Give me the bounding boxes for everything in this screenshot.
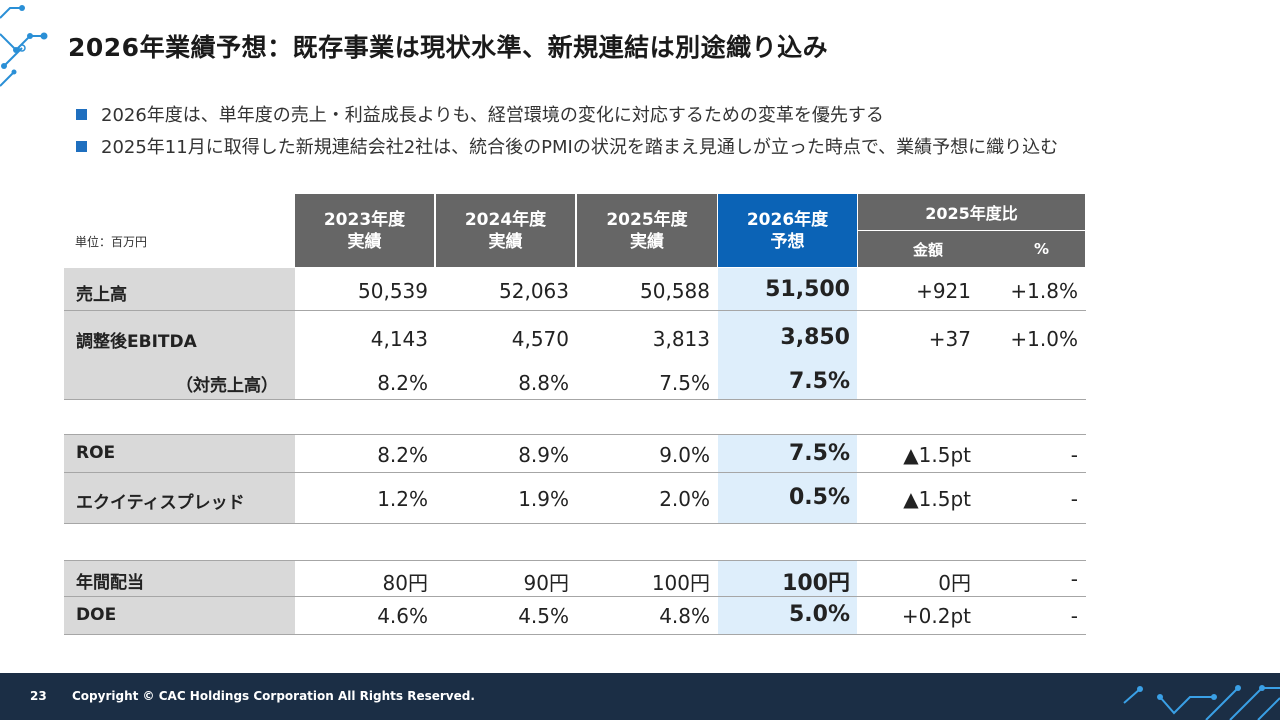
bullet-list: 2026年度は、単年度の売上・利益成長よりも、経営環境の変化に対応するための変革… (76, 98, 1058, 162)
header-compare-amount: 金額 (858, 231, 998, 267)
header-2025: 2025年度 実績 (577, 194, 717, 267)
circuit-decoration-icon (1123, 685, 1280, 720)
value-2024: 90円 (523, 571, 569, 595)
row-divider (64, 523, 1086, 524)
footer: 23 Copyright © CAC Holdings Corporation … (0, 673, 1280, 720)
value-2023: 1.2% (377, 487, 428, 511)
forecast-highlight (718, 434, 857, 523)
label-bg (64, 560, 295, 634)
row-divider (64, 434, 1086, 435)
value-2023: 4.6% (377, 604, 428, 628)
value-2023: 8.2% (377, 443, 428, 467)
value-2024: 8.9% (518, 443, 569, 467)
value-2025: 100円 (651, 571, 710, 595)
diff-pct: - (1070, 567, 1078, 591)
value-2026-forecast: 7.5% (788, 441, 850, 466)
header-compare-pct: % (998, 231, 1085, 267)
value-2026-forecast: 100円 (782, 571, 850, 596)
value-2025: 2.0% (659, 487, 710, 511)
forecast-highlight (718, 268, 857, 399)
bullet-text: 2025年11月に取得した新規連結会社2社は、統合後のPMIの状況を踏まえ見通し… (101, 137, 1059, 158)
row-label: DOE (76, 605, 117, 625)
list-item: 2026年度は、単年度の売上・利益成長よりも、経営環境の変化に対応するための変革… (76, 98, 1058, 130)
value-2024: 4.5% (518, 604, 569, 628)
value-2026-forecast: 51,500 (765, 277, 850, 302)
value-2023: 80円 (382, 571, 428, 595)
page-title: 2026年業績予想：既存事業は現状水準、新規連結は別途織り込み (68, 33, 829, 62)
diff-amount: +921 (916, 279, 971, 303)
value-2025: 4.8% (659, 604, 710, 628)
bullet-text: 2026年度は、単年度の売上・利益成長よりも、経営環境の変化に対応するための変革… (101, 105, 884, 126)
value-2026-forecast: 7.5% (788, 369, 850, 394)
value-2025: 3,813 (652, 327, 710, 351)
label-bg (64, 268, 295, 310)
header-compare: 2025年度比 (858, 194, 1085, 230)
row-divider (64, 634, 1086, 635)
diff-pct: - (1070, 487, 1078, 511)
header-2024: 2024年度 実績 (436, 194, 577, 267)
value-2023: 8.2% (377, 371, 428, 395)
value-2023: 4,143 (370, 327, 428, 351)
row-divider (64, 472, 1086, 473)
value-2024: 8.8% (518, 371, 569, 395)
value-2026-forecast: 3,850 (780, 325, 850, 350)
value-2026-forecast: 0.5% (788, 485, 850, 510)
row-label: 調整後EBITDA (76, 332, 197, 352)
label-bg (64, 311, 295, 399)
row-label: エクイティスプレッド (76, 493, 245, 513)
unit-label: 単位：百万円 (75, 235, 148, 249)
value-2024: 52,063 (499, 279, 569, 303)
header-2026-forecast: 2026年度 予想 (718, 194, 857, 267)
header-2023: 2023年度 実績 (295, 194, 436, 267)
forecast-highlight (718, 560, 857, 634)
row-divider (64, 399, 1086, 400)
diff-amount: +0.2pt (901, 604, 971, 628)
row-label: ROE (76, 443, 116, 463)
value-2024: 4,570 (511, 327, 569, 351)
square-bullet-icon (76, 140, 87, 152)
value-2025: 9.0% (659, 443, 710, 467)
value-2023: 50,539 (358, 279, 428, 303)
value-2026-forecast: 5.0% (788, 602, 850, 627)
value-2025: 50,588 (640, 279, 710, 303)
row-divider (64, 560, 1086, 561)
label-bg (64, 434, 295, 523)
row-label: 売上高 (76, 285, 127, 305)
diff-pct: +1.0% (1010, 327, 1078, 351)
square-bullet-icon (76, 108, 87, 120)
row-label: 年間配当 (76, 573, 144, 593)
page-number: 23 (30, 689, 47, 703)
diff-pct: +1.8% (1010, 279, 1078, 303)
list-item: 2025年11月に取得した新規連結会社2社は、統合後のPMIの状況を踏まえ見通し… (76, 130, 1058, 162)
row-divider (64, 596, 1086, 597)
copyright: Copyright © CAC Holdings Corporation All… (72, 689, 475, 703)
value-2024: 1.9% (518, 487, 569, 511)
diff-amount: ▲1.5pt (903, 443, 971, 467)
diff-amount: ▲1.5pt (903, 487, 971, 511)
diff-pct: - (1070, 443, 1078, 467)
diff-amount: 0円 (938, 571, 971, 595)
diff-amount: +37 (928, 327, 971, 351)
diff-pct: - (1070, 604, 1078, 628)
row-divider (64, 310, 1086, 311)
circuit-decoration-icon (0, 5, 48, 87)
value-2025: 7.5% (659, 371, 710, 395)
row-label: （対売上高） (176, 376, 278, 396)
